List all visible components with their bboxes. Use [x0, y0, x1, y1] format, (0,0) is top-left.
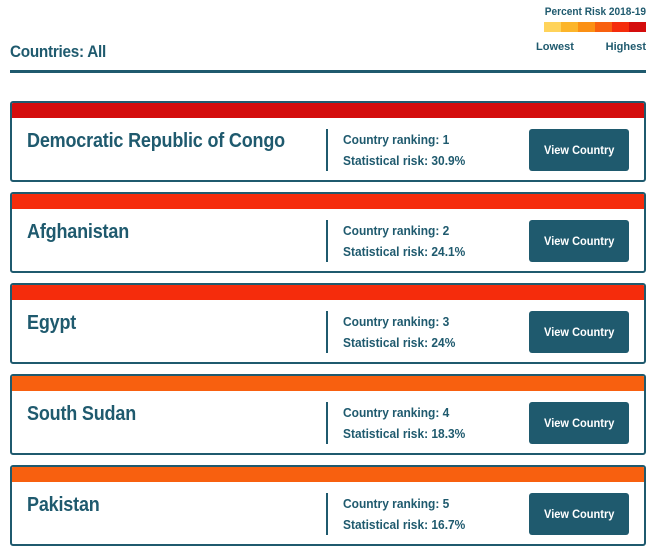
legend-title: Percent Risk 2018-19 — [544, 6, 647, 18]
header: Countries: All Percent Risk 2018-19 Lowe… — [10, 0, 646, 73]
country-card: Pakistan Country ranking: 5 Statistical … — [10, 465, 646, 546]
divider — [326, 220, 328, 262]
view-country-button[interactable]: View Country — [529, 493, 629, 535]
legend-swatch — [561, 22, 578, 32]
country-card: South Sudan Country ranking: 4 Statistic… — [10, 374, 646, 455]
legend-swatch — [578, 22, 595, 32]
divider — [326, 493, 328, 535]
risk-color-bar — [12, 285, 644, 300]
legend-swatch — [629, 22, 646, 32]
legend-swatch — [595, 22, 612, 32]
country-name: Pakistan — [27, 494, 100, 516]
country-ranking: Country ranking: 2 — [343, 223, 450, 238]
country-list: Democratic Republic of Congo Country ran… — [10, 101, 646, 556]
statistical-risk: Statistical risk: 16.7% — [343, 517, 466, 532]
statistical-risk: Statistical risk: 24.1% — [343, 244, 466, 259]
legend-swatch — [544, 22, 561, 32]
country-card: Afghanistan Country ranking: 2 Statistic… — [10, 192, 646, 273]
country-card: Democratic Republic of Congo Country ran… — [10, 101, 646, 182]
country-name: South Sudan — [27, 403, 137, 425]
statistical-risk: Statistical risk: 18.3% — [343, 426, 466, 441]
page-title: Countries: All — [10, 42, 106, 61]
risk-color-bar — [12, 467, 644, 482]
country-ranking: Country ranking: 3 — [343, 314, 450, 329]
statistical-risk: Statistical risk: 24% — [343, 335, 456, 350]
view-country-button-label: View Country — [543, 143, 615, 157]
legend-lowest-label: Lowest — [536, 41, 574, 53]
risk-legend: Percent Risk 2018-19 Lowest Highest — [536, 6, 646, 53]
country-ranking: Country ranking: 5 — [343, 496, 450, 511]
country-stats: Country ranking: 4 Statistical risk: 18.… — [343, 402, 476, 444]
divider — [326, 402, 328, 444]
country-name: Egypt — [27, 312, 77, 334]
divider — [326, 311, 328, 353]
legend-color-scale — [536, 22, 646, 32]
view-country-button[interactable]: View Country — [529, 311, 629, 353]
risk-color-bar — [12, 103, 644, 118]
country-name: Afghanistan — [27, 221, 130, 243]
risk-color-bar — [12, 194, 644, 209]
country-stats: Country ranking: 1 Statistical risk: 30.… — [343, 129, 476, 171]
country-stats: Country ranking: 3 Statistical risk: 24% — [343, 311, 465, 353]
view-country-button-label: View Country — [543, 234, 615, 248]
legend-highest-label: Highest — [605, 41, 646, 53]
country-card: Egypt Country ranking: 3 Statistical ris… — [10, 283, 646, 364]
risk-color-bar — [12, 376, 644, 391]
country-stats: Country ranking: 2 Statistical risk: 24.… — [343, 220, 476, 262]
view-country-button-label: View Country — [543, 325, 615, 339]
statistical-risk: Statistical risk: 30.9% — [343, 153, 466, 168]
divider — [326, 129, 328, 171]
country-ranking: Country ranking: 1 — [343, 132, 450, 147]
country-stats: Country ranking: 5 Statistical risk: 16.… — [343, 493, 476, 535]
view-country-button[interactable]: View Country — [529, 129, 629, 171]
legend-swatch — [612, 22, 629, 32]
view-country-button-label: View Country — [543, 507, 615, 521]
view-country-button-label: View Country — [543, 416, 615, 430]
legend-ends: Lowest Highest — [536, 41, 646, 53]
view-country-button[interactable]: View Country — [529, 402, 629, 444]
country-name: Democratic Republic of Congo — [27, 130, 285, 152]
view-country-button[interactable]: View Country — [529, 220, 629, 262]
country-ranking: Country ranking: 4 — [343, 405, 450, 420]
